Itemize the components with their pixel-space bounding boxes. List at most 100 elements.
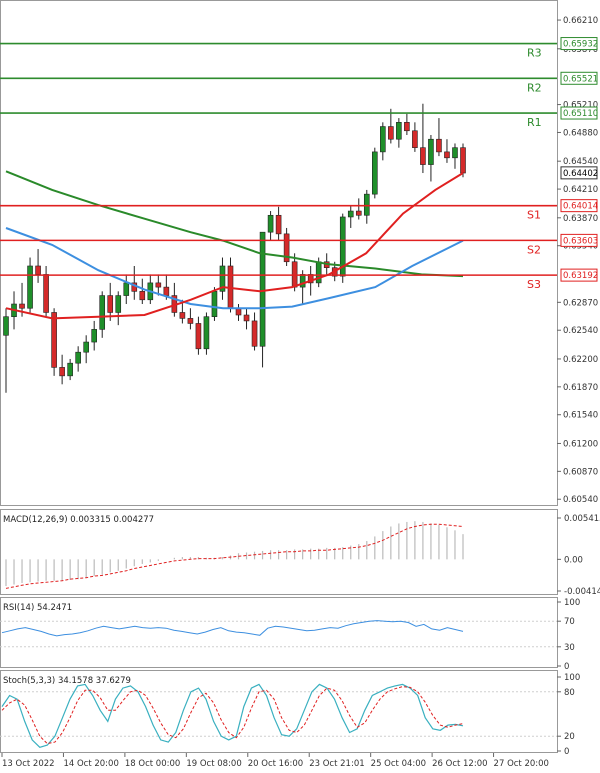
time-tick-label: 23 Oct 21:01: [309, 759, 364, 769]
candle-body: [155, 282, 162, 288]
candle-body: [83, 341, 89, 353]
current-price-box: [560, 166, 598, 180]
price-tick-label: 0.62870: [563, 298, 598, 308]
candle-body: [99, 295, 106, 330]
candle-body: [27, 265, 33, 309]
candle-body: [91, 329, 97, 343]
rsi-axis-label: 100: [564, 598, 580, 608]
candle-body: [19, 303, 25, 309]
candle-body: [211, 291, 218, 317]
price-tick-label: 0.60540: [563, 495, 598, 505]
stoch-label: Stoch(5,3,3) 34.1578 37.6279: [3, 676, 131, 686]
candle-body: [404, 122, 410, 132]
stoch-axis-label: 0: [564, 747, 569, 757]
macd-pane-frame: [0, 509, 558, 595]
candle-body: [412, 130, 418, 148]
candle-body: [51, 312, 57, 368]
candle-body: [243, 314, 250, 322]
price-tick-label: 0.60870: [563, 467, 598, 477]
moving-average-line: [5, 170, 464, 278]
time-tick-label: 14 Oct 20:00: [63, 759, 118, 769]
time-tick-label: 13 Oct 2022: [2, 759, 55, 769]
candle-body: [380, 126, 386, 153]
price-tick-label: 0.64880: [563, 128, 598, 138]
candle-body: [3, 316, 9, 336]
time-tick-label: 20 Oct 16:00: [248, 759, 303, 769]
candle-body: [235, 307, 242, 316]
price-tick-label: 0.61200: [563, 439, 598, 449]
candle-body: [139, 291, 146, 301]
level-price-box: [560, 37, 598, 51]
candle-body: [163, 286, 170, 296]
level-name-r1: R1: [527, 116, 542, 129]
candle-body: [339, 216, 346, 277]
time-tick-label: 27 Oct 20:00: [494, 759, 549, 769]
candle-body: [372, 151, 378, 195]
candle-body: [107, 295, 114, 313]
macd-axis-label: 0.00: [564, 555, 583, 565]
candle-body: [388, 126, 394, 140]
level-name-s3: S3: [527, 278, 541, 291]
candle-body: [452, 147, 458, 159]
candle-body: [75, 351, 81, 364]
candle-body: [259, 231, 266, 347]
rsi-axis-label: 0: [564, 662, 569, 672]
macd-signal-line: [5, 523, 464, 589]
stoch-axis-label: 100: [564, 673, 580, 683]
candle-body: [299, 274, 306, 288]
level-price-label: 0.63603: [563, 236, 598, 246]
rsi-pane: RSI(14) 54.2471 100 70 30 0: [0, 597, 580, 672]
candle-body: [203, 316, 210, 350]
candle-body: [35, 265, 41, 275]
level-price-box: [560, 268, 598, 282]
price-tick-label: 0.61540: [563, 411, 598, 421]
candle-body: [115, 295, 122, 313]
candle-body: [347, 210, 354, 218]
time-tick-label: 26 Oct 12:00: [432, 759, 487, 769]
macd-axis-label: 0.005415: [564, 514, 600, 524]
candle-body: [59, 367, 65, 377]
candle-body: [219, 265, 226, 292]
stoch-k-line: [1, 683, 464, 748]
macd-axis-label: -0.004146: [564, 587, 600, 597]
moving-average-line: [5, 227, 464, 310]
level-price-label: 0.65932: [563, 40, 598, 50]
level-price-label: 0.65521: [563, 74, 598, 84]
price-tick-label: 0.65210: [563, 101, 598, 111]
candle-body: [355, 210, 362, 216]
macd-pane: MACD(12,26,9) 0.003315 0.004277 0.005415 0…: [0, 509, 600, 597]
candle-body: [195, 323, 202, 350]
price-tick-label: 0.63870: [563, 214, 598, 224]
candle-body: [267, 214, 274, 233]
candle-body: [179, 312, 186, 319]
rsi-line: [1, 620, 464, 637]
level-name-r2: R2: [527, 81, 542, 94]
stoch-axis-label: 20: [564, 732, 575, 742]
price-tick-label: 0.66210: [563, 16, 598, 26]
candle-body: [275, 214, 282, 235]
time-axis: 13 Oct 2022 14 Oct 20:00 18 Oct 00:00 19 Oc…: [1, 753, 549, 769]
stoch-axis-label: 80: [564, 688, 575, 698]
candle-body: [444, 151, 450, 159]
price-tick-label: 0.61870: [563, 383, 598, 393]
candle-body: [123, 282, 130, 296]
rsi-axis-label: 70: [564, 617, 575, 627]
moving-average-line: [5, 172, 464, 320]
stoch-pane-frame: [0, 670, 558, 753]
candle-body: [363, 193, 370, 216]
current-price-label: 0.64402: [563, 169, 598, 179]
level-price-box: [560, 106, 598, 120]
price-tick-label: 0.64210: [563, 185, 598, 195]
candle-body: [436, 138, 442, 153]
candle-body: [420, 147, 426, 165]
macd-label: MACD(12,26,9) 0.003315 0.004277: [3, 515, 154, 525]
candle-body: [251, 320, 258, 347]
candle-body: [460, 147, 466, 174]
main-price-pane: 0.662100.658700.652100.648800.645400.642…: [0, 0, 598, 506]
time-tick-label: 18 Oct 00:00: [125, 759, 180, 769]
candle-body: [396, 122, 402, 140]
price-tick-label: 0.64540: [563, 157, 598, 167]
candle-body: [315, 261, 322, 284]
level-price-box: [560, 199, 598, 213]
main-pane-frame: [0, 0, 558, 506]
